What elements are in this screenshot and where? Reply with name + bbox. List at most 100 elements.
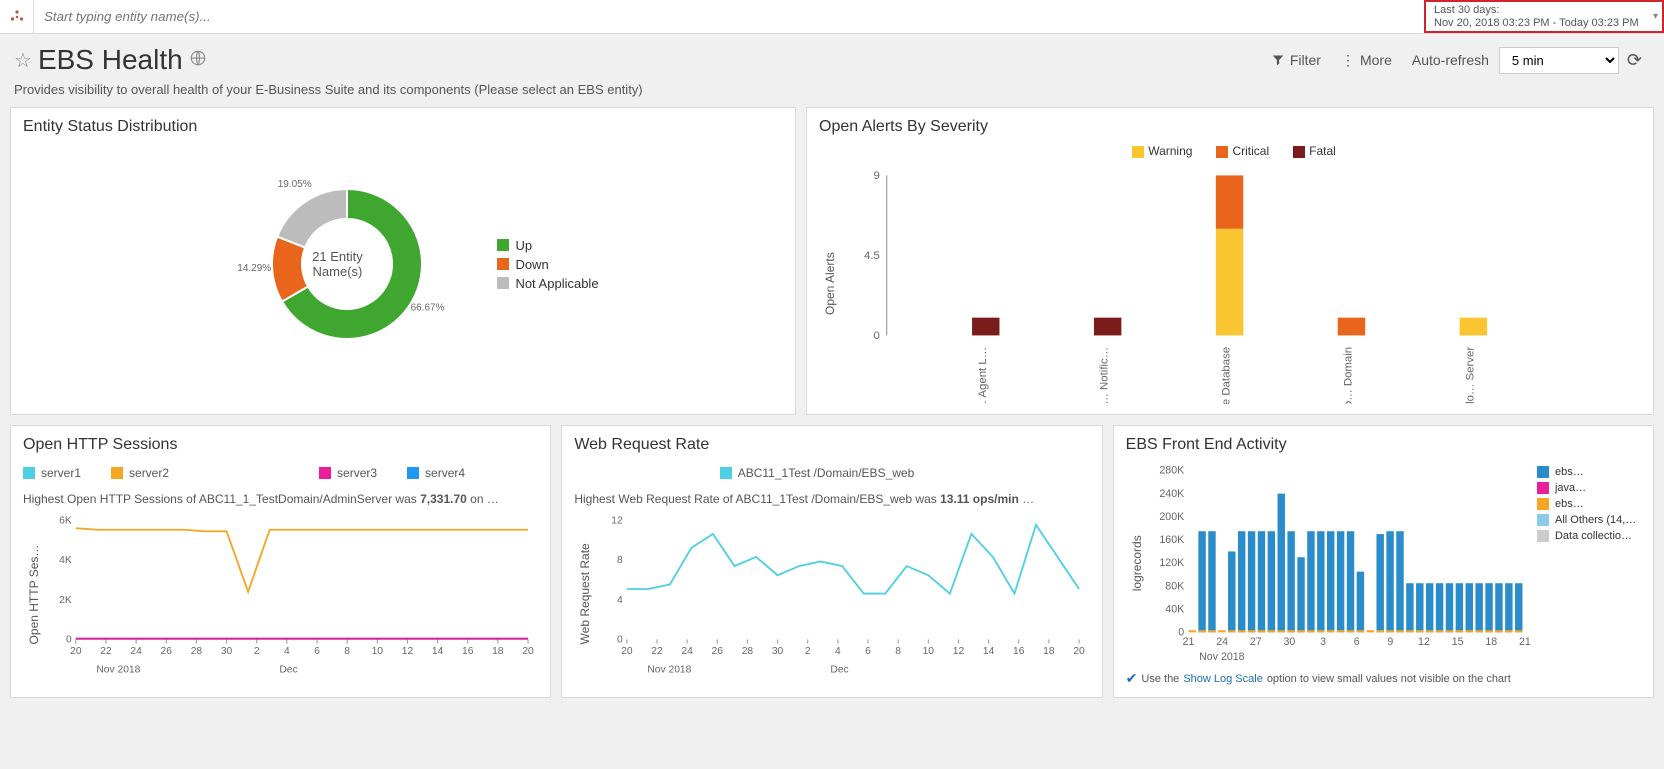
svg-text:30: 30 [221, 646, 233, 657]
svg-text:6: 6 [865, 646, 871, 657]
svg-text:12: 12 [612, 515, 624, 526]
autorefresh-select[interactable]: 5 min [1499, 47, 1619, 74]
svg-text:12: 12 [1418, 636, 1430, 648]
svg-text:120K: 120K [1159, 557, 1184, 569]
filter-icon [1272, 54, 1284, 66]
card-title: Web Request Rate [574, 436, 1089, 454]
http-note: Highest Open HTTP Sessions of ABC11_1_Te… [23, 486, 538, 512]
card-entity-status: Entity Status Distribution 66.67% 14.29% 1… [10, 107, 796, 415]
svg-text:4: 4 [284, 646, 290, 657]
svg-text:22: 22 [652, 646, 664, 657]
svg-text:12: 12 [953, 646, 965, 657]
svg-text:27: 27 [1250, 636, 1262, 648]
svg-text:15: 15 [1451, 636, 1463, 648]
svg-text:Nov 2018: Nov 2018 [648, 664, 692, 675]
svg-text:280K: 280K [1159, 465, 1184, 477]
svg-text:30: 30 [772, 646, 784, 657]
svg-text:21: 21 [1182, 636, 1194, 648]
svg-text:20: 20 [70, 646, 82, 657]
svg-text:19.05%: 19.05% [278, 179, 312, 190]
svg-text:24: 24 [682, 646, 694, 657]
more-button[interactable]: ⋮ More [1331, 48, 1402, 73]
card-title: EBS Front End Activity [1126, 436, 1641, 454]
svg-text:20: 20 [1074, 646, 1086, 657]
page-header: ☆ EBS Health Filter ⋮ More Auto-refresh … [0, 34, 1664, 82]
frontend-chart[interactable]: 280K240K200K160K120K80K40K02124273036912… [1148, 462, 1531, 664]
svg-text:9: 9 [1387, 636, 1393, 648]
svg-text:200K: 200K [1159, 511, 1184, 523]
alerts-legend: WarningCriticalFatal [819, 144, 1641, 164]
svg-text:240K: 240K [1159, 488, 1184, 500]
date-range-title: Last 30 days: [1434, 4, 1644, 17]
svg-text:80K: 80K [1165, 580, 1184, 592]
webreq-chart[interactable]: 128402022242628302468101214161820Nov 201… [596, 512, 1089, 676]
date-range-detail: Nov 20, 2018 03:23 PM - Today 03:23 PM [1434, 17, 1644, 30]
svg-text:4K: 4K [59, 555, 72, 566]
svg-text:28: 28 [742, 646, 754, 657]
http-legend: server1server2server3server4 [23, 462, 538, 486]
svg-text:9: 9 [874, 170, 880, 182]
frontend-tip: ✔ Use the Show Log Scale option to view … [1126, 664, 1641, 687]
svg-text:4: 4 [617, 595, 623, 606]
svg-text:26: 26 [712, 646, 724, 657]
svg-text:0: 0 [617, 635, 623, 646]
card-frontend-activity: EBS Front End Activity logrecords 280K 24… [1113, 425, 1654, 698]
alerts-chart[interactable]: 9 4.5 0 EBS Workfl… Agent L… EBS Workfl… Not… [841, 164, 1641, 404]
svg-text:2K: 2K [59, 595, 72, 606]
show-log-scale-link[interactable]: Show Log Scale [1183, 673, 1263, 685]
card-title: Open HTTP Sessions [23, 436, 538, 454]
webreq-ylabel: Web Request Rate [574, 512, 596, 676]
svg-text:Weblo… Server: Weblo… Server [1464, 347, 1476, 404]
svg-text:4.5: 4.5 [864, 250, 880, 262]
svg-text:10: 10 [923, 646, 935, 657]
card-title: Entity Status Distribution [23, 118, 783, 136]
svg-text:18: 18 [1485, 636, 1497, 648]
svg-text:18: 18 [1044, 646, 1056, 657]
svg-text:14: 14 [432, 646, 444, 657]
webreq-legend: ABC11_1Test /Domain/EBS_web [574, 462, 1089, 486]
refresh-icon[interactable]: ⟳ [1619, 46, 1650, 75]
svg-text:Nov 2018: Nov 2018 [1199, 651, 1245, 663]
info-check-icon: ✔ [1126, 670, 1138, 687]
frontend-ylabel: logrecords [1126, 462, 1148, 664]
date-range-picker[interactable]: Last 30 days: Nov 20, 2018 03:23 PM - To… [1424, 0, 1664, 33]
donut-center-top: 21 Entity [312, 249, 363, 264]
globe-icon[interactable] [189, 49, 207, 72]
app-menu-icon[interactable] [0, 0, 34, 33]
svg-text:12: 12 [402, 646, 414, 657]
svg-text:66.67%: 66.67% [411, 303, 445, 314]
svg-text:EBS Workfl… Notific…: EBS Workfl… Notific… [1099, 347, 1111, 404]
svg-text:14: 14 [983, 646, 995, 657]
svg-text:30: 30 [1283, 636, 1295, 648]
donut-chart[interactable]: 66.67%14.29%19.05% 21 Entity Name(s) [207, 154, 467, 374]
svg-text:26: 26 [161, 646, 173, 657]
svg-text:EBS Workfl… Agent L…: EBS Workfl… Agent L… [977, 347, 989, 404]
svg-text:24: 24 [130, 646, 142, 657]
card-title: Open Alerts By Severity [819, 118, 1641, 136]
page-subtitle: Provides visibility to overall health of… [0, 82, 1664, 107]
svg-text:Dec: Dec [279, 664, 297, 675]
svg-text:0: 0 [874, 330, 880, 342]
more-dots-icon: ⋮ [1341, 52, 1354, 69]
webreq-note: Highest Web Request Rate of ABC11_1Test … [574, 486, 1089, 512]
svg-text:10: 10 [372, 646, 384, 657]
http-chart[interactable]: 6K4K2K02022242628302468101214161820Nov 2… [45, 512, 538, 676]
svg-text:2: 2 [805, 646, 811, 657]
svg-text:4: 4 [835, 646, 841, 657]
svg-text:6: 6 [1353, 636, 1359, 648]
frontend-legend: ebs…java…ebs…All Others (14,…Data collec… [1531, 462, 1641, 664]
filter-button[interactable]: Filter [1262, 48, 1331, 72]
topbar: Last 30 days: Nov 20, 2018 03:23 PM - To… [0, 0, 1664, 34]
svg-text:2: 2 [254, 646, 260, 657]
svg-text:Weblo… Domain: Weblo… Domain [1342, 347, 1354, 404]
svg-text:21: 21 [1519, 636, 1531, 648]
svg-text:Oracle Database: Oracle Database [1221, 347, 1233, 404]
entity-search-input[interactable] [34, 0, 1424, 33]
svg-text:Nov 2018: Nov 2018 [96, 664, 140, 675]
favorite-star-icon[interactable]: ☆ [14, 48, 32, 73]
card-web-request: Web Request Rate ABC11_1Test /Domain/EBS… [561, 425, 1102, 698]
svg-text:14.29%: 14.29% [238, 263, 272, 274]
svg-text:16: 16 [1013, 646, 1025, 657]
svg-text:18: 18 [492, 646, 504, 657]
http-ylabel: Open HTTP Ses… [23, 512, 45, 676]
